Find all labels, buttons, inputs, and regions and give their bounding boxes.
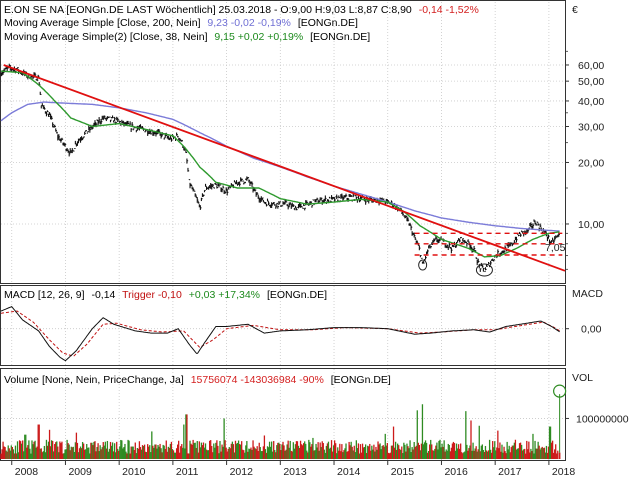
x-tick-label: 2012: [230, 466, 254, 478]
x-axis-labels: 2008 2009 2010 2011 2012 2013 2014 2015 2016 2017…: [11, 461, 576, 478]
x-tick-label: 2017: [498, 466, 522, 478]
low-marker-2015: [418, 259, 428, 271]
ma38-ticker: [EONGn.DE]: [310, 31, 370, 43]
volume-values: 15756074 -143036984 -90%: [191, 374, 324, 386]
ma200-values: 9,23 -0,02 -0,19%: [207, 17, 290, 29]
x-tick-label: 2008: [15, 466, 39, 478]
ma200-ticker: [EONGn.DE]: [298, 17, 358, 29]
euro-icon: €: [572, 4, 578, 16]
ma200-name: Moving Average Simple [Close, 200, Nein]: [4, 17, 201, 29]
title-change: -0,14 -1,52%: [419, 4, 479, 16]
volume-bars: [0, 384, 567, 459]
macd-legend: MACD [12, 26, 9] -0,14 Trigger -0,10 +0,…: [4, 289, 327, 301]
y-tick-label: 50,00: [578, 76, 604, 88]
volume-legend: Volume [None, Nein, PriceChange, Ja] 157…: [4, 374, 391, 386]
macd-value: -0,14: [91, 289, 115, 301]
macd-line: [0, 305, 560, 362]
volume-panel-frame: [0, 368, 566, 461]
ma38-name: Moving Average Simple(2) [Close, 38, Nei…: [4, 31, 208, 43]
volume-axis-title: VOL: [572, 372, 593, 384]
y-tick-label: 60,00: [578, 60, 604, 72]
x-tick-label: 2010: [122, 466, 146, 478]
ma200-legend: Moving Average Simple [Close, 200, Nein]…: [4, 17, 358, 29]
x-tick-label: 2009: [68, 466, 92, 478]
x-tick-label: 2013: [283, 466, 307, 478]
y-axis-labels: 60,00 50,00 40,00 30,00 20,00 10,00 0,00 100000…: [565, 50, 629, 425]
ma38-values: 9,15 +0,02 +0,19%: [214, 31, 303, 43]
macd-name: MACD [12, 26, 9]: [4, 289, 85, 301]
title-main: E.ON SE NA [EONGn.DE LAST Wöchentlich] 2…: [4, 4, 412, 16]
y-tick-label: 10,00: [578, 219, 604, 231]
x-tick-label: 2015: [391, 466, 415, 478]
macd-ticker: [EONGn.DE]: [267, 289, 327, 301]
macd-y-tick-label: 0,00: [581, 324, 602, 336]
volume-y-tick-label: 100000000: [576, 413, 629, 425]
support-level-annotation: 7,05: [545, 242, 566, 254]
price-gridlines: [1, 2, 565, 460]
macd-panel-frame: [0, 285, 566, 366]
y-tick-label: 40,00: [578, 96, 604, 108]
x-tick-label: 2014: [337, 466, 361, 478]
x-tick-label: 2011: [176, 466, 199, 478]
macd-series: [0, 305, 560, 362]
price-panel-frame: [0, 0, 566, 284]
x-tick-label: 2018: [552, 466, 576, 478]
price-series: [0, 63, 566, 277]
y-tick-label: 30,00: [578, 121, 604, 133]
x-tick-label: 2016: [444, 466, 468, 478]
macd-trigger: Trigger -0,10: [122, 289, 182, 301]
downtrend-line: [3, 64, 566, 272]
macd-change: +0,03 +17,34%: [189, 289, 260, 301]
ma38-legend: Moving Average Simple(2) [Close, 38, Nei…: [4, 31, 370, 43]
y-tick-label: 20,00: [578, 157, 604, 169]
volume-ticker: [EONGn.DE]: [331, 374, 391, 386]
macd-axis-title: MACD: [572, 288, 603, 300]
ma38-line: [0, 70, 560, 258]
volume-highlight-circle: [553, 384, 567, 398]
title-line: E.ON SE NA [EONGn.DE LAST Wöchentlich] 2…: [4, 4, 479, 16]
low-marker-2016: [475, 263, 493, 277]
volume-name: Volume [None, Nein, PriceChange, Ja]: [4, 374, 184, 386]
